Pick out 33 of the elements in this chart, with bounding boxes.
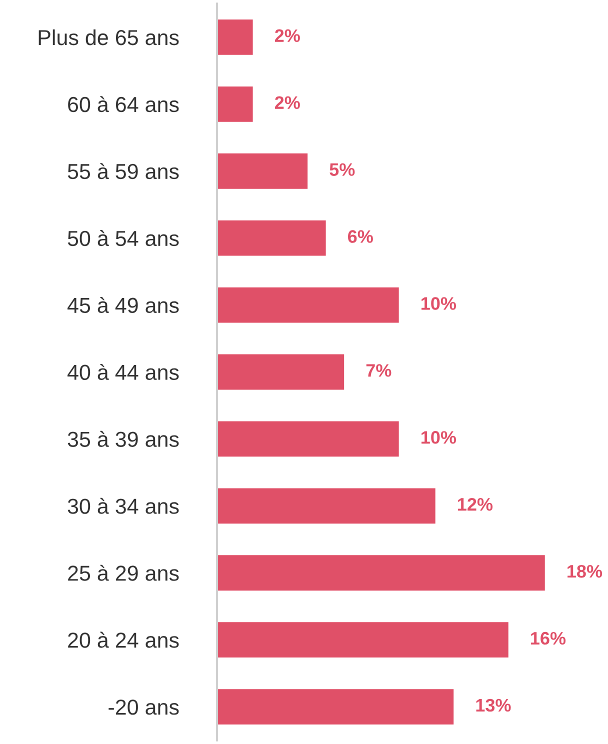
data-label: 16%: [531, 632, 566, 645]
data-label: 2%: [274, 96, 300, 109]
y-tick-label: 55 à 59 ans: [68, 163, 179, 180]
bar: [217, 85, 254, 124]
data-label: 13%: [476, 698, 511, 712]
y-tick-label: -20 ans: [108, 700, 179, 715]
y-tick-label: 45 à 49 ans: [67, 296, 179, 314]
data-label: 2%: [274, 29, 300, 42]
y-tick-label: 40 à 44 ans: [67, 364, 179, 380]
data-label: 18%: [568, 564, 602, 578]
bar: [217, 18, 254, 56]
bar: [217, 286, 400, 324]
data-label: 10%: [422, 431, 456, 444]
y-tick-label: 20 à 24 ans: [68, 632, 179, 648]
y-tick-label: 25 à 29 ans: [68, 564, 179, 581]
bar: [217, 352, 346, 392]
data-label: 12%: [458, 498, 493, 511]
data-label: 10%: [422, 297, 456, 310]
data-label: 6%: [348, 230, 373, 243]
y-tick-label: Plus de 65 ans: [38, 29, 179, 46]
bar: [217, 620, 510, 659]
y-tick-label: 35 à 39 ans: [68, 430, 179, 447]
bar: [217, 688, 455, 726]
bar: [217, 486, 437, 526]
data-label: 7%: [366, 364, 392, 377]
bar: [217, 218, 328, 258]
y-tick-label: 50 à 54 ans: [68, 230, 179, 246]
bar: [217, 152, 309, 190]
bar: [217, 420, 400, 458]
bar: [217, 554, 546, 592]
y-tick-label: 30 à 34 ans: [68, 498, 179, 514]
y-tick-label: 60 à 64 ans: [68, 96, 179, 112]
data-label: 5%: [330, 163, 355, 176]
